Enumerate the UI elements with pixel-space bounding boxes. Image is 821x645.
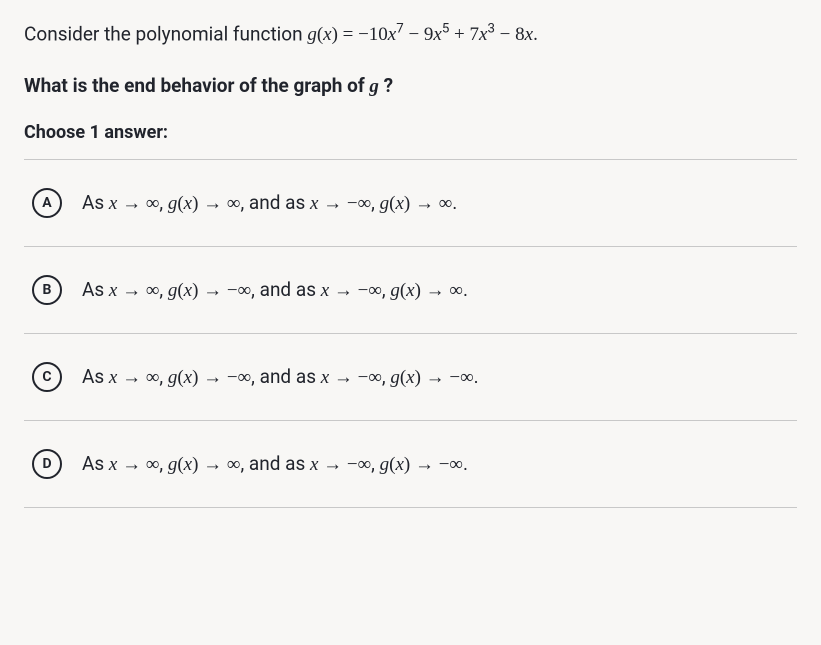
options-list: A As x → ∞, g(x) → ∞, and as x → −∞, g(x… [24,159,797,508]
question-text: What is the end behavior of the graph of… [24,74,797,98]
intro-text: Consider the polynomial function g(x) = … [24,20,797,50]
option-d[interactable]: D As x → ∞, g(x) → ∞, and as x → −∞, g(x… [24,421,797,508]
option-b[interactable]: B As x → ∞, g(x) → −∞, and as x → −∞, g(… [24,247,797,334]
option-text-c: As x → ∞, g(x) → −∞, and as x → −∞, g(x)… [82,365,479,389]
option-a[interactable]: A As x → ∞, g(x) → ∞, and as x → −∞, g(x… [24,160,797,247]
option-text-d: As x → ∞, g(x) → ∞, and as x → −∞, g(x) … [82,452,468,476]
option-text-b: As x → ∞, g(x) → −∞, and as x → −∞, g(x)… [82,278,468,302]
option-text-a: As x → ∞, g(x) → ∞, and as x → −∞, g(x) … [82,191,457,215]
intro-prefix: Consider the polynomial function [24,22,307,45]
option-c[interactable]: C As x → ∞, g(x) → −∞, and as x → −∞, g(… [24,334,797,421]
choose-label: Choose 1 answer: [24,122,797,143]
intro-equation: g(x) = −10x7 − 9x5 + 7x3 − 8x. [307,22,537,45]
option-letter-a: A [32,188,62,218]
option-letter-c: C [32,362,62,392]
option-letter-b: B [32,275,62,305]
option-letter-d: D [32,449,62,479]
